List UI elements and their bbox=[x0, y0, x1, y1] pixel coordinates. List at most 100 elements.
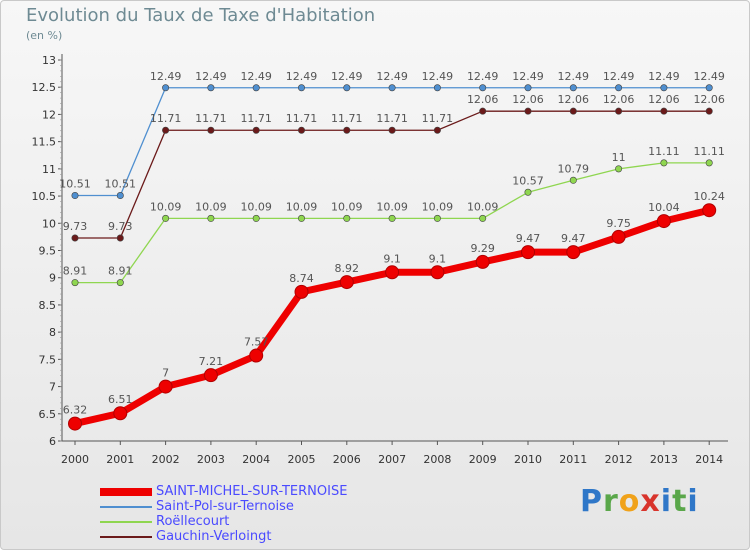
data-label-saint-pol-sur-ternoise: 12.49 bbox=[150, 70, 182, 83]
y-tick-label: 13 bbox=[42, 54, 56, 67]
x-tick-label: 2007 bbox=[378, 453, 406, 466]
data-point-saint-michel-sur-ternoise bbox=[294, 284, 309, 299]
data-label-saint-pol-sur-ternoise: 10.51 bbox=[59, 178, 91, 191]
data-label-saint-pol-sur-ternoise: 10.51 bbox=[105, 178, 137, 191]
legend-item-saint-michel: SAINT-MICHEL-SUR-TERNOISE bbox=[100, 484, 347, 499]
data-point-ro-llecourt bbox=[116, 279, 124, 287]
data-label-ro-llecourt: 10.09 bbox=[195, 200, 227, 213]
y-tick-label: 6 bbox=[49, 435, 56, 448]
x-tick-label: 2006 bbox=[333, 453, 361, 466]
data-point-ro-llecourt bbox=[162, 214, 170, 222]
data-label-ro-llecourt: 11 bbox=[612, 151, 626, 164]
data-label-saint-pol-sur-ternoise: 12.49 bbox=[422, 70, 454, 83]
data-point-gauchin-verloingt bbox=[162, 126, 170, 134]
chart-unit-label: (en %) bbox=[26, 29, 63, 42]
y-tick-label: 12.5 bbox=[32, 81, 57, 94]
legend-label-gauchin: Gauchin-Verloingt bbox=[156, 529, 272, 544]
data-label-ro-llecourt: 10.57 bbox=[512, 174, 544, 187]
data-label-saint-pol-sur-ternoise: 12.49 bbox=[240, 70, 272, 83]
data-label-saint-michel-sur-ternoise: 8.74 bbox=[289, 272, 314, 285]
data-point-saint-michel-sur-ternoise bbox=[113, 406, 128, 421]
x-tick-label: 2001 bbox=[106, 453, 134, 466]
data-point-gauchin-verloingt bbox=[297, 126, 305, 134]
data-label-saint-pol-sur-ternoise: 12.49 bbox=[603, 70, 635, 83]
x-tick-label: 2002 bbox=[152, 453, 180, 466]
data-label-saint-michel-sur-ternoise: 9.47 bbox=[516, 232, 541, 245]
data-label-ro-llecourt: 10.09 bbox=[240, 200, 272, 213]
data-point-saint-pol-sur-ternoise bbox=[569, 84, 577, 92]
data-label-gauchin-verloingt: 11.71 bbox=[150, 112, 182, 125]
legend-swatch-roellecourt bbox=[100, 520, 152, 523]
legend-swatch-saint-michel bbox=[100, 487, 152, 496]
data-point-ro-llecourt bbox=[343, 214, 351, 222]
data-point-saint-michel-sur-ternoise bbox=[339, 275, 354, 290]
data-label-saint-pol-sur-ternoise: 12.49 bbox=[467, 70, 499, 83]
data-label-saint-michel-sur-ternoise: 6.51 bbox=[108, 393, 133, 406]
data-point-saint-michel-sur-ternoise bbox=[385, 265, 400, 280]
data-label-ro-llecourt: 10.09 bbox=[150, 200, 182, 213]
data-label-ro-llecourt: 11.11 bbox=[648, 145, 680, 158]
data-point-saint-pol-sur-ternoise bbox=[615, 84, 623, 92]
data-label-ro-llecourt: 10.09 bbox=[331, 200, 363, 213]
x-tick-label: 2010 bbox=[514, 453, 542, 466]
data-point-saint-pol-sur-ternoise bbox=[297, 84, 305, 92]
data-label-gauchin-verloingt: 12.06 bbox=[467, 93, 499, 106]
x-tick-label: 2011 bbox=[559, 453, 587, 466]
data-point-saint-pol-sur-ternoise bbox=[388, 84, 396, 92]
data-label-gauchin-verloingt: 11.71 bbox=[195, 112, 227, 125]
legend-swatch-saint-pol bbox=[100, 505, 152, 508]
data-point-gauchin-verloingt bbox=[433, 126, 441, 134]
y-tick-label: 11 bbox=[42, 163, 56, 176]
data-label-saint-michel-sur-ternoise: 7 bbox=[162, 367, 169, 380]
data-point-gauchin-verloingt bbox=[705, 107, 713, 115]
y-tick-label: 11.5 bbox=[32, 136, 57, 149]
proxiti-logo: Proxiti bbox=[580, 484, 699, 519]
data-point-ro-llecourt bbox=[207, 214, 215, 222]
x-tick-label: 2004 bbox=[242, 453, 270, 466]
y-tick-label: 10.5 bbox=[32, 190, 57, 203]
x-tick-label: 2009 bbox=[469, 453, 497, 466]
data-point-saint-michel-sur-ternoise bbox=[430, 265, 445, 280]
data-point-saint-pol-sur-ternoise bbox=[479, 84, 487, 92]
x-tick-label: 2014 bbox=[695, 453, 723, 466]
data-label-gauchin-verloingt: 11.71 bbox=[240, 112, 272, 125]
data-point-ro-llecourt bbox=[479, 214, 487, 222]
data-label-saint-michel-sur-ternoise: 7.21 bbox=[199, 355, 224, 368]
data-point-gauchin-verloingt bbox=[479, 107, 487, 115]
data-label-ro-llecourt: 8.91 bbox=[108, 265, 133, 278]
legend-item-saint-pol: Saint-Pol-sur-Ternoise bbox=[100, 499, 347, 514]
data-label-saint-michel-sur-ternoise: 9.75 bbox=[606, 217, 631, 230]
legend-label-saint-michel: SAINT-MICHEL-SUR-TERNOISE bbox=[156, 484, 348, 499]
data-label-saint-pol-sur-ternoise: 12.49 bbox=[286, 70, 318, 83]
data-point-ro-llecourt bbox=[71, 279, 79, 287]
data-label-gauchin-verloingt: 11.71 bbox=[331, 112, 363, 125]
y-tick-label: 8 bbox=[49, 326, 56, 339]
y-tick-label: 8.5 bbox=[39, 299, 57, 312]
data-point-gauchin-verloingt bbox=[660, 107, 668, 115]
data-label-saint-michel-sur-ternoise: 10.24 bbox=[693, 190, 725, 203]
data-point-saint-pol-sur-ternoise bbox=[162, 84, 170, 92]
data-label-saint-michel-sur-ternoise: 8.92 bbox=[335, 262, 360, 275]
x-tick-label: 2012 bbox=[605, 453, 633, 466]
data-point-saint-michel-sur-ternoise bbox=[566, 245, 581, 260]
data-point-ro-llecourt bbox=[252, 214, 260, 222]
data-label-gauchin-verloingt: 12.06 bbox=[648, 93, 680, 106]
data-label-gauchin-verloingt: 11.71 bbox=[376, 112, 408, 125]
data-point-gauchin-verloingt bbox=[252, 126, 260, 134]
data-point-ro-llecourt bbox=[433, 214, 441, 222]
data-label-ro-llecourt: 11.11 bbox=[693, 145, 725, 158]
data-label-saint-michel-sur-ternoise: 9.29 bbox=[470, 242, 495, 255]
data-label-saint-michel-sur-ternoise: 10.04 bbox=[648, 201, 680, 214]
data-point-gauchin-verloingt bbox=[569, 107, 577, 115]
data-point-ro-llecourt bbox=[705, 159, 713, 167]
data-label-saint-pol-sur-ternoise: 12.49 bbox=[558, 70, 590, 83]
data-label-saint-michel-sur-ternoise: 9.47 bbox=[561, 232, 586, 245]
data-point-saint-michel-sur-ternoise bbox=[249, 348, 264, 363]
data-label-ro-llecourt: 10.09 bbox=[286, 200, 318, 213]
data-point-gauchin-verloingt bbox=[207, 126, 215, 134]
data-label-saint-pol-sur-ternoise: 12.49 bbox=[693, 70, 725, 83]
data-label-gauchin-verloingt: 9.73 bbox=[63, 220, 88, 233]
data-label-ro-llecourt: 10.09 bbox=[467, 200, 499, 213]
data-point-saint-michel-sur-ternoise bbox=[611, 229, 626, 244]
